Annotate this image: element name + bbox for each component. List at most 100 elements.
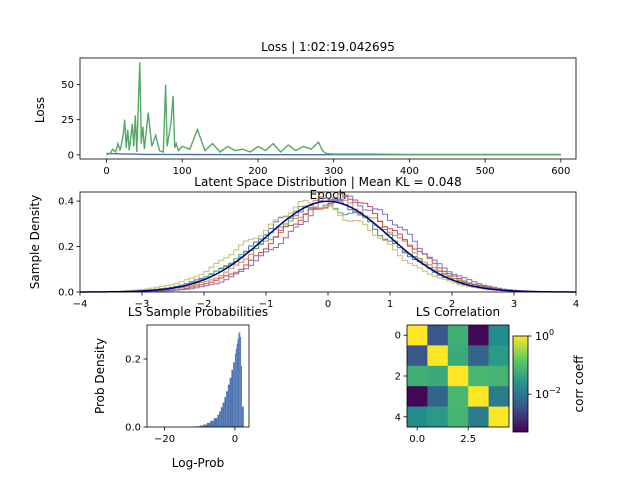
corr-x-tick-label: 0.0 bbox=[409, 434, 425, 445]
corr-cell bbox=[468, 345, 489, 367]
loss-y-tick-label: 50 bbox=[61, 80, 74, 91]
logprob-bar bbox=[236, 343, 238, 427]
logprob-bar bbox=[199, 425, 204, 427]
logprob-x-ticks: −20 0 bbox=[154, 427, 238, 445]
corr-cell bbox=[427, 386, 449, 407]
logprob-bar bbox=[219, 411, 221, 427]
logprob-bar bbox=[224, 397, 227, 427]
colorbar-tick-label: 100 bbox=[535, 328, 554, 343]
logprob-bar bbox=[241, 406, 244, 427]
logprob-y-tick-label: 0.0 bbox=[125, 423, 141, 434]
corr-y-tick-label: 0 bbox=[395, 331, 401, 342]
latent-series-histogram bbox=[104, 199, 552, 293]
latent-series-histogram bbox=[104, 195, 552, 293]
loss-chart: Loss | 1:02:19.042695 Loss 0 100 200 300 400… bbox=[33, 40, 577, 202]
logprob-title: LS Sample Probabilities bbox=[128, 305, 268, 319]
loss-title: Loss | 1:02:19.042695 bbox=[261, 40, 395, 54]
loss-x-tick-label: 600 bbox=[551, 166, 570, 177]
loss-plot-area bbox=[106, 62, 561, 156]
logprob-y-ticks: 0.0 0.2 bbox=[125, 355, 147, 434]
logprob-xlabel: Log-Prob bbox=[172, 456, 224, 470]
latent-x-tick-label: 2 bbox=[449, 299, 455, 310]
latent-x-tick-label: −4 bbox=[73, 299, 88, 310]
loss-x-tick-label: 400 bbox=[400, 166, 419, 177]
corr-cell bbox=[488, 365, 510, 387]
logprob-bar bbox=[233, 362, 235, 427]
latent-x-tick-label: −1 bbox=[259, 299, 274, 310]
latent-x-tick-label: 3 bbox=[511, 299, 517, 310]
logprob-bar bbox=[210, 420, 214, 427]
corr-cell bbox=[447, 365, 469, 387]
logprob-bar bbox=[220, 407, 223, 427]
corr-cell bbox=[407, 406, 428, 428]
logprob-ylabel: Prob Density bbox=[93, 338, 107, 414]
colorbar bbox=[512, 335, 529, 433]
logprob-bar bbox=[239, 331, 241, 427]
corr-cell bbox=[447, 406, 469, 428]
logprob-x-tick-label: −20 bbox=[154, 434, 175, 445]
latent-x-tick-label: −2 bbox=[197, 299, 212, 310]
latent-x-tick-label: 0 bbox=[325, 299, 331, 310]
latent-plot-area bbox=[80, 193, 576, 293]
logprob-bar bbox=[241, 365, 242, 427]
logprob-bar bbox=[213, 418, 218, 427]
latent-y-tick-label: 0.2 bbox=[58, 242, 74, 253]
logprob-bar bbox=[206, 422, 211, 427]
corr-cell bbox=[407, 386, 428, 407]
corr-x-ticks: 0.0 2.5 bbox=[409, 427, 476, 445]
corr-cell bbox=[488, 345, 510, 367]
latent-x-tick-label: −3 bbox=[135, 299, 150, 310]
loss-x-tick-label: 200 bbox=[248, 166, 267, 177]
corr-cell bbox=[468, 406, 489, 428]
latent-series-histogram bbox=[104, 196, 552, 293]
loss-x-tick-label: 0 bbox=[103, 166, 109, 177]
logprob-bar bbox=[240, 336, 242, 427]
corr-y-ticks: 0 2 4 bbox=[395, 331, 407, 423]
latent-x-tick-label: 1 bbox=[387, 299, 393, 310]
corr-cell bbox=[447, 345, 469, 367]
corr-cell bbox=[427, 365, 449, 387]
colorbar-ticks: 100 10−2 bbox=[528, 328, 561, 401]
loss-x-ticks: 0 100 200 300 400 500 600 bbox=[103, 159, 570, 177]
corr-y-tick-label: 2 bbox=[395, 372, 401, 383]
latent-series-histogram bbox=[104, 193, 552, 293]
loss-x-tick-label: 500 bbox=[476, 166, 495, 177]
logprob-bar bbox=[238, 333, 240, 427]
corr-chart: LS Correlation 0.0 2.5 0 2 4 100 10−2 corr c… bbox=[395, 305, 586, 445]
corr-cell bbox=[427, 345, 449, 367]
latent-ylabel: Sample Density bbox=[28, 195, 42, 289]
corr-cell bbox=[488, 325, 510, 346]
corr-cell bbox=[427, 406, 449, 428]
latent-x-tick-label: 4 bbox=[573, 299, 579, 310]
loss-xlabel: Epoch bbox=[310, 188, 347, 202]
corr-title: LS Correlation bbox=[416, 305, 500, 319]
corr-cell bbox=[447, 386, 469, 407]
logprob-y-tick-label: 0.2 bbox=[125, 355, 141, 366]
loss-y-tick-label: 25 bbox=[61, 115, 74, 126]
loss-y-ticks: 0 25 50 bbox=[61, 80, 80, 161]
logprob-chart: LS Sample Probabilities Prob Density −20… bbox=[93, 305, 268, 470]
loss-series-line bbox=[106, 62, 561, 156]
logprob-bar bbox=[222, 402, 225, 427]
latent-y-tick-label: 0.4 bbox=[58, 197, 74, 208]
corr-cell bbox=[488, 386, 510, 407]
logprob-bar bbox=[231, 369, 234, 427]
corr-cell bbox=[407, 325, 428, 346]
logprob-bar bbox=[227, 384, 230, 427]
latent-title: Latent Space Distribution | Mean KL = 0.… bbox=[194, 175, 461, 189]
logprob-axes-frame bbox=[146, 324, 250, 428]
corr-y-tick-label: 4 bbox=[395, 412, 401, 423]
latent-x-ticks: −4 −3 −2 −1 0 1 2 3 4 bbox=[73, 292, 579, 310]
latent-y-tick-label: 0.0 bbox=[58, 288, 74, 299]
logprob-bar bbox=[237, 338, 239, 427]
logprob-x-tick-label: 0 bbox=[232, 434, 238, 445]
latent-series-histogram bbox=[104, 199, 552, 293]
colorbar-label: corr coeff bbox=[572, 355, 586, 413]
loss-axes-frame bbox=[79, 57, 577, 160]
logprob-plot-area bbox=[192, 331, 244, 427]
colorbar-tick-label: 10−2 bbox=[535, 386, 561, 401]
corr-cell bbox=[407, 345, 428, 367]
loss-x-tick-label: 100 bbox=[173, 166, 192, 177]
loss-y-tick-label: 0 bbox=[68, 150, 74, 161]
